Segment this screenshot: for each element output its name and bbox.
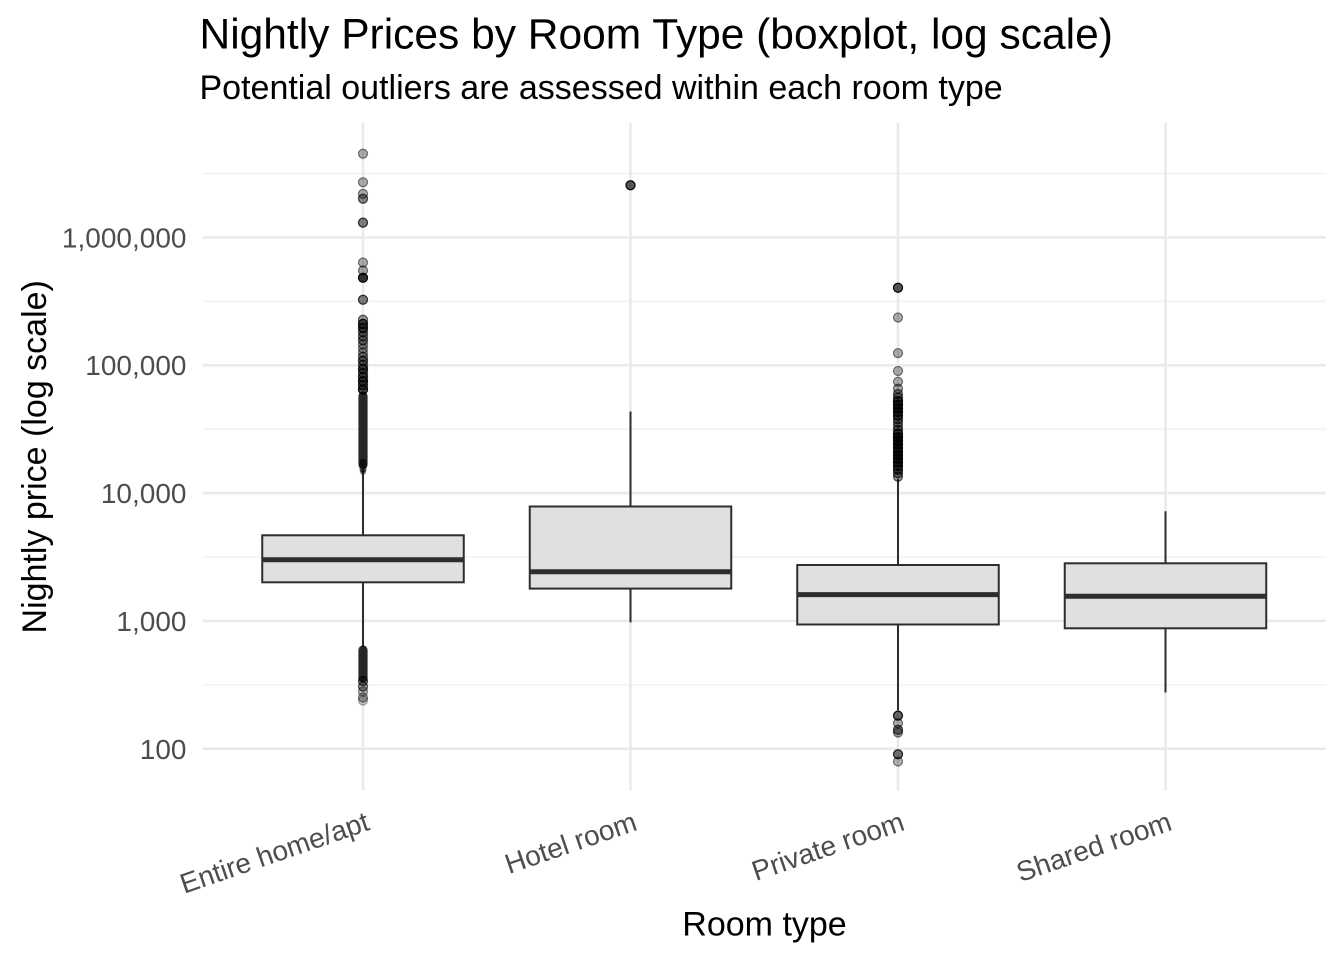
svg-text:Room type: Room type [682,905,846,943]
svg-text:1,000: 1,000 [116,606,186,637]
svg-text:1,000,000: 1,000,000 [62,222,187,253]
svg-text:100: 100 [140,734,187,765]
svg-text:Nightly price (log scale): Nightly price (log scale) [16,280,54,633]
svg-text:100,000: 100,000 [85,350,186,381]
svg-text:Potential outliers are assesse: Potential outliers are assessed within e… [200,69,1003,107]
svg-text:10,000: 10,000 [101,478,187,509]
svg-text:Nightly Prices by Room Type (b: Nightly Prices by Room Type (boxplot, lo… [200,12,1113,59]
